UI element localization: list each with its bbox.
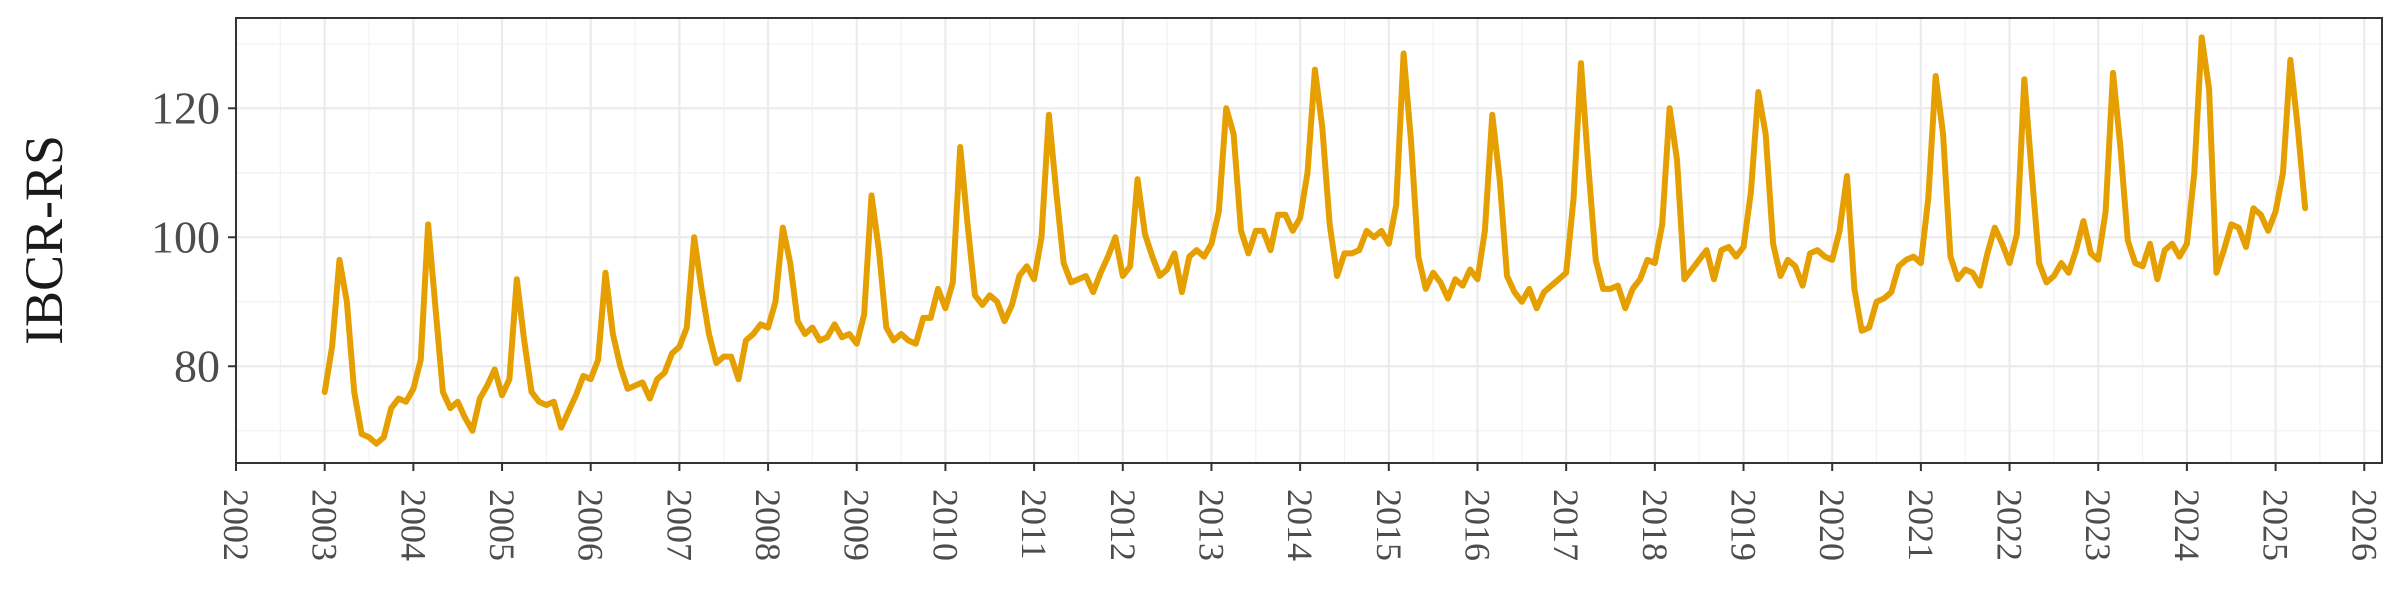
x-tick-label: 2005 (482, 489, 522, 561)
x-tick-label: 2025 (2256, 489, 2296, 561)
x-tick-label: 2011 (1014, 489, 1054, 560)
x-tick-label: 2017 (1546, 489, 1586, 561)
x-tick-label: 2013 (1191, 489, 1231, 561)
x-tick-label: 2009 (837, 489, 877, 561)
x-tick-label: 2002 (216, 489, 256, 561)
x-tick-label: 2014 (1280, 489, 1320, 561)
x-tick-label: 2020 (1812, 489, 1852, 561)
x-tick-label: 2016 (1457, 489, 1497, 561)
x-tick-label: 2018 (1635, 489, 1675, 561)
x-tick-label: 2006 (571, 489, 611, 561)
series-layer (321, 34, 2309, 447)
series-line (321, 34, 2309, 447)
axis-ticks (228, 107, 2366, 471)
x-tick-label: 2024 (2167, 489, 2207, 561)
grid-minor (236, 18, 2382, 463)
y-tick-label: 80 (174, 340, 220, 391)
y-tick-label: 120 (151, 82, 220, 133)
x-tick-label: 2008 (748, 489, 788, 561)
x-tick-label: 2003 (305, 489, 345, 561)
panel-border (235, 17, 2383, 464)
x-tick-label: 2021 (1901, 489, 1941, 561)
x-tick-label: 2007 (659, 489, 699, 561)
x-tick-labels: 2002 2003 2004 2005 2006 2007 2008 2009 2010 2011… (216, 489, 2384, 561)
y-tick-labels: 80 100 120 (151, 82, 220, 391)
y-tick-label: 100 (151, 211, 220, 262)
x-tick-label: 2004 (393, 489, 433, 561)
x-tick-label: 2023 (2078, 489, 2118, 561)
panel-background (236, 18, 2382, 463)
x-tick-label: 2022 (1990, 489, 2030, 561)
x-tick-label: 2019 (1724, 489, 1764, 561)
x-tick-label: 2012 (1103, 489, 1143, 561)
x-tick-label: 2015 (1369, 489, 1409, 561)
x-tick-label: 2026 (2344, 489, 2384, 561)
y-axis-title: IBCR-RS (14, 135, 74, 345)
x-tick-label: 2010 (925, 489, 965, 561)
